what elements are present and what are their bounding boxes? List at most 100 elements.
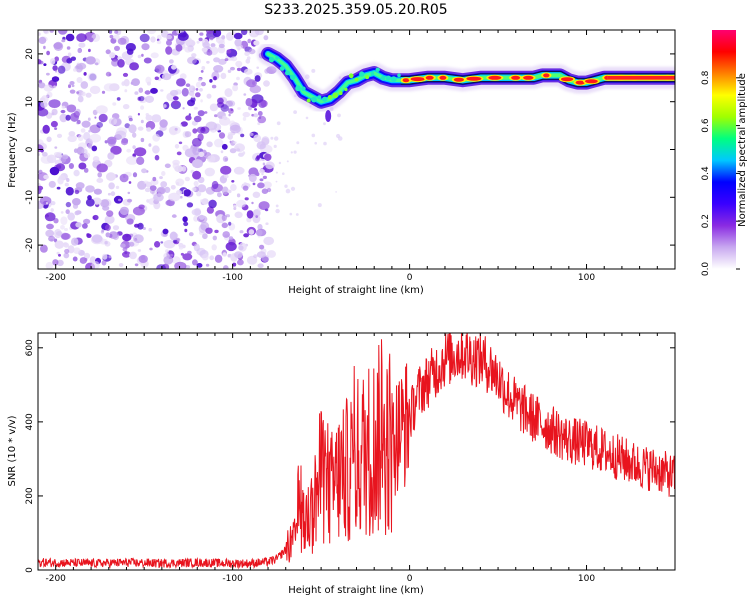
noise-speckle [60,211,64,214]
noise-speckle [159,119,168,128]
noise-speckle [180,121,188,127]
noise-speckle [76,91,80,94]
noise-speckle [76,33,87,42]
noise-speckle [164,163,171,169]
noise-speckle [206,30,213,35]
noise-speckle [290,186,296,191]
noise-speckle [38,59,42,65]
noise-speckle [201,47,208,53]
ridge-peak-red [425,75,434,80]
noise-speckle [174,165,184,173]
noise-speckle [236,193,241,198]
noise-speckle [137,126,144,131]
noise-speckle [182,107,185,110]
noise-speckle [38,169,43,175]
ridge-dot [348,73,354,79]
noise-speckle [49,166,60,176]
noise-speckle [54,69,58,73]
ridge-peak-red [488,75,502,80]
noise-speckle [200,81,206,87]
noise-speckle [65,114,71,121]
noise-speckle [179,124,183,127]
noise-speckle [94,116,97,119]
noise-speckle [176,78,186,87]
noise-speckle [110,191,116,197]
colorbar-ticks: 0.0 0.2 0.4 0.6 0.8 [701,70,740,276]
spectrogram-xlabel: Height of straight line (km) [288,285,424,296]
noise-speckle [69,89,76,94]
noise-speckle [108,30,113,34]
noise-speckle [218,58,227,65]
snr-series-line [38,333,675,570]
spectrogram-x-tick-label: 0 [407,273,413,283]
spectrogram-y-tick-label: 10 [25,96,35,108]
noise-speckle [115,185,120,189]
noise-speckle [156,264,166,269]
noise-speckle [175,178,185,187]
noise-speckle [164,186,171,193]
noise-speckle [172,159,180,166]
noise-speckle [117,37,127,45]
noise-speckle [96,178,104,183]
noise-speckle [192,159,203,169]
noise-speckle [253,113,259,118]
noise-speckle [191,208,202,216]
snr-panel: -200 -100 0 100 0 200 400 600 Height of straigh… [7,332,676,596]
noise-speckle [171,214,177,218]
snr-xlabel: Height of straight line (km) [288,585,424,596]
noise-speckle [153,193,164,202]
noise-speckle [43,84,54,92]
noise-speckle [132,206,145,216]
noise-speckle [169,59,174,64]
noise-speckle [213,65,224,73]
noise-speckle [201,66,206,70]
noise-speckle [132,145,136,150]
noise-speckle [95,105,108,114]
noise-speckle [248,173,257,183]
noise-speckle [141,43,150,51]
ridge-dot [317,95,322,100]
noise-speckle [198,214,205,220]
noise-speckle [133,234,144,244]
noise-speckle [249,132,254,136]
noise-speckle [163,104,167,108]
noise-speckle [82,223,88,229]
noise-speckle [109,52,116,59]
ridge-dot [354,77,359,82]
noise-speckle [243,93,247,96]
noise-speckle [195,88,199,91]
noise-speckle [248,229,255,235]
noise-speckle [211,180,219,190]
noise-speckle [104,241,108,245]
noise-speckle [41,151,48,157]
noise-speckle [220,72,227,80]
noise-speckle [61,105,66,109]
noise-speckle [142,227,146,230]
noise-speckle [124,123,131,129]
noise-speckle [293,110,297,114]
noise-speckle [106,210,114,217]
noise-speckle [285,188,291,194]
noise-speckle [122,233,132,242]
noise-speckle [286,160,289,163]
noise-speckle [38,144,44,153]
noise-speckle [108,182,115,190]
noise-speckle [64,182,69,187]
noise-speckle [75,222,82,228]
noise-speckle [197,184,207,193]
noise-speckle [242,111,251,118]
noise-speckle [290,151,293,154]
noise-speckle [136,156,145,165]
noise-speckle [38,32,41,36]
noise-speckle [66,46,71,50]
noise-speckle [256,229,263,237]
ridge-peak-red [410,77,425,82]
noise-speckle [169,231,178,241]
noise-speckle [179,73,187,80]
noise-speckle [233,166,245,175]
ridge-dot [365,75,370,80]
noise-speckle [74,189,80,195]
noise-speckle [270,136,274,140]
noise-speckle [150,36,156,43]
